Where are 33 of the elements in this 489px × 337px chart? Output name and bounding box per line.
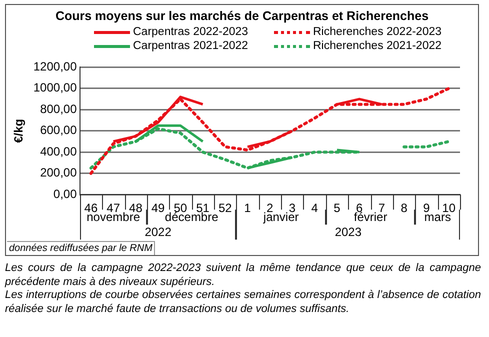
- chart-title: Cours moyens sur les marchés de Carpentras et Richerenches: [54, 9, 430, 23]
- x-tick-label: 52: [218, 201, 232, 216]
- legend-label: Carpentras 2022-2023: [133, 25, 248, 39]
- x-tick-label: 2: [266, 201, 274, 216]
- y-tick-label: 1200,00: [33, 60, 78, 74]
- legend-label: Carpentras 2021-2022: [133, 39, 248, 53]
- x-tick-label: 7: [378, 201, 386, 216]
- y-tick-label: 600,00: [40, 123, 78, 138]
- x-tick-label: 8: [400, 201, 408, 216]
- text: données rediffusées par le RNM: [7, 241, 156, 255]
- y-tick-label: 400,00: [40, 144, 78, 158]
- x-tick-label: 4: [311, 201, 318, 216]
- y-tick-label: 800,00: [40, 102, 78, 116]
- x-tick-label: 49: [151, 201, 166, 216]
- x-tick-label: 47: [106, 201, 120, 216]
- text: 2022: [144, 224, 172, 239]
- y-tick-label: 1000,00: [33, 80, 78, 95]
- text: Les interruptions de courbe observées certaines semaines correspondent à l’absence de cotation réalisée sur le marché faute de trransactions ou de volumes suffisants.: [5, 289, 481, 316]
- legend-label: Richerenches 2021-2022: [313, 39, 442, 53]
- text: Les cours de la campagne 2022-2023 suivent la même tendance que ceux de la campagne précédente mais à des niveaux supérieurs.: [5, 262, 481, 289]
- text: 2023: [334, 224, 362, 239]
- x-tick-label: 46: [84, 201, 98, 216]
- y-tick-label: 0,00: [53, 186, 78, 201]
- x-tick-label: 1: [244, 201, 252, 216]
- x-tick-label: 9: [423, 201, 430, 216]
- x-tick-label: 3: [288, 201, 296, 216]
- x-tick-label: 48: [129, 201, 143, 216]
- line-series: [89, 86, 450, 175]
- y-axis-title: €/kg: [12, 118, 26, 143]
- legend-label: Richerenches 2022-2023: [313, 25, 442, 39]
- x-tick-label: 5: [334, 201, 341, 216]
- y-tick-label: 200,00: [40, 166, 78, 180]
- x-tick-label: 10: [442, 201, 456, 216]
